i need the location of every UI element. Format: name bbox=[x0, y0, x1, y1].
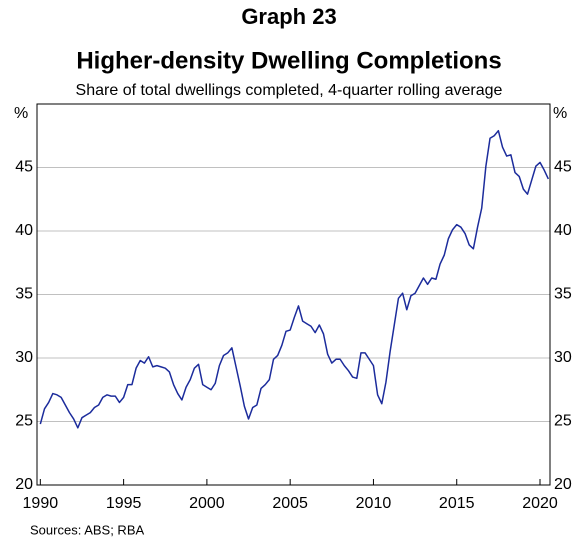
chart-title: Graph 23 bbox=[241, 4, 336, 29]
y2-tick-label: 20 bbox=[554, 476, 572, 493]
x-tick-label: 2005 bbox=[272, 495, 308, 512]
x-tick-label: 2015 bbox=[439, 495, 475, 512]
x-tick-label: 2010 bbox=[356, 495, 392, 512]
chart-subtitle: Share of total dwellings completed, 4-qu… bbox=[76, 82, 503, 99]
y2-tick-label: 45 bbox=[554, 159, 572, 176]
y2-unit: % bbox=[553, 105, 567, 122]
x-tick-label: 2000 bbox=[189, 495, 225, 512]
y-tick-label: 35 bbox=[15, 286, 33, 303]
y2-tick-label: 35 bbox=[554, 286, 572, 303]
y-tick-label: 25 bbox=[15, 413, 33, 430]
data-line bbox=[39, 129, 550, 429]
source-note: Sources: ABS; RBA bbox=[30, 522, 144, 537]
y-tick-label: 30 bbox=[15, 349, 33, 366]
y2-tick-label: 40 bbox=[554, 222, 572, 239]
y-tick-label: 45 bbox=[15, 159, 33, 176]
x-tick-label: 1995 bbox=[106, 495, 142, 512]
y2-tick-label: 25 bbox=[554, 413, 572, 430]
y2-tick-label: 30 bbox=[554, 349, 572, 366]
y-unit: % bbox=[14, 105, 28, 122]
y-tick-label: 20 bbox=[15, 476, 33, 493]
x-tick-label: 1990 bbox=[23, 495, 59, 512]
chart-heading: Higher-density Dwelling Completions bbox=[76, 47, 501, 74]
x-tick-label: 2020 bbox=[522, 495, 558, 512]
y-tick-label: 40 bbox=[15, 222, 33, 239]
plot-frame bbox=[36, 103, 551, 486]
